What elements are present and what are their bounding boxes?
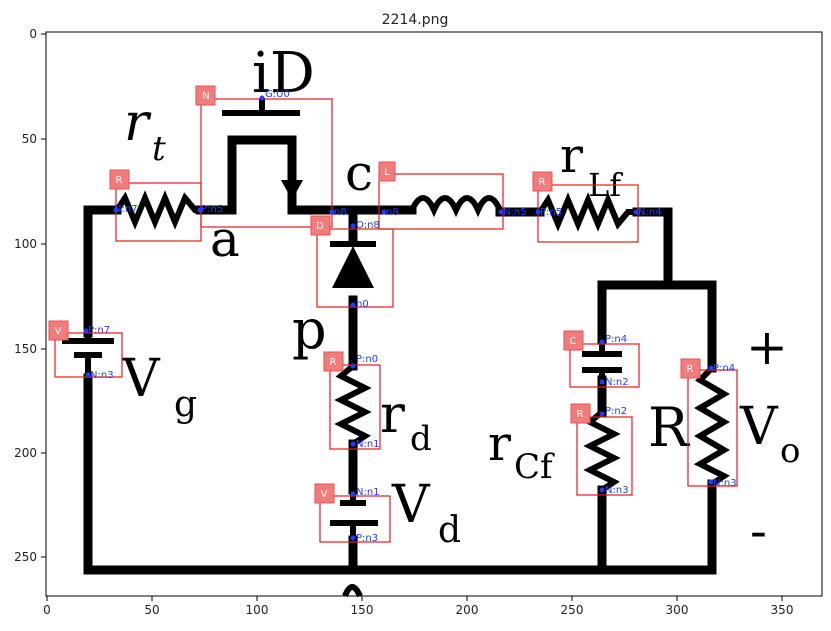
circuit-wires	[83, 135, 717, 575]
pin-label: G:U0	[265, 89, 290, 100]
pin-label: N:n4	[638, 207, 662, 218]
pin-label: N:n3	[605, 485, 629, 496]
pin-label: P:n3	[356, 533, 378, 544]
detection-resistor-rcf: R P:n2 N:n3	[570, 403, 633, 496]
detection-diode: D n8 O:n8 n0	[310, 207, 394, 310]
pin-label: P:n5	[201, 204, 223, 215]
pin-label: N:n3	[713, 478, 737, 489]
figure-title: 2214.png	[382, 12, 449, 28]
label-rlf: r	[560, 128, 583, 184]
resistor-rd-symbol	[334, 363, 372, 447]
resistor-rt-symbol	[114, 190, 200, 230]
y-axis: 0 50 100 150 200 250	[14, 27, 46, 564]
detection-capacitor: C P:n4 N:n2	[563, 330, 640, 388]
detection-type-tag: V	[55, 326, 62, 337]
x-axis: 0 50 100 150 200 250 300 350	[43, 596, 793, 617]
label-vo-sub: o	[780, 431, 800, 471]
label-vo: V	[739, 397, 779, 457]
x-tick-label: 350	[771, 603, 794, 617]
x-tick-label: 250	[561, 603, 584, 617]
detection-inductor: L n8 N:n5	[378, 161, 527, 230]
detection-type-tag: C	[570, 336, 577, 347]
transistor-symbol	[222, 98, 303, 200]
detection-transistor: N G:U0	[195, 85, 333, 228]
pin-label: N:n3	[90, 370, 114, 381]
label-rt: r	[124, 93, 152, 153]
pin-label: O:n8	[356, 220, 380, 231]
detection-resistor-r: R P:n4 N:n3	[680, 358, 738, 489]
detection-resistor-rlf: R P:n5 N:n4	[532, 171, 662, 243]
pin-label: N:n7	[114, 204, 138, 215]
detection-type-tag: R	[687, 364, 694, 375]
detection-resistor-rd: R P:n0 N:n1	[323, 351, 381, 450]
label-rcf-sub: Cf	[514, 447, 555, 487]
label-plus: +	[746, 318, 788, 376]
pin-label: P:n4	[605, 334, 627, 345]
pin-label: n8	[334, 207, 347, 218]
cropped-glyph	[342, 584, 363, 598]
label-vd-sub: d	[438, 510, 461, 551]
label-rcf: r	[488, 416, 511, 472]
pin-label: P:n5	[540, 207, 562, 218]
pin-label: N:n1	[356, 487, 380, 498]
x-tick-label: 300	[666, 603, 689, 617]
pin-label: n8	[386, 207, 399, 218]
y-tick-label: 0	[29, 27, 37, 41]
detection-type-tag: R	[539, 177, 546, 188]
y-tick-label: 250	[14, 550, 37, 564]
label-vd: V	[391, 475, 431, 535]
detection-source-vg: V P:n7 N:n3	[48, 320, 123, 381]
label-c: c	[345, 144, 373, 202]
label-p: p	[292, 298, 327, 361]
label-vg-sub: g	[174, 384, 197, 425]
pin-label: P:n7	[88, 325, 110, 336]
y-tick-label: 150	[14, 342, 37, 356]
pin-label: P:n4	[713, 363, 735, 374]
detection-type-tag: R	[577, 409, 584, 420]
label-id: iD	[252, 41, 315, 106]
label-vg: V	[121, 349, 161, 409]
label-minus: -	[750, 502, 767, 560]
diode-symbol	[330, 241, 376, 288]
pin-label: N:n5	[503, 207, 527, 218]
x-tick-label: 0	[43, 603, 51, 617]
x-tick-label: 200	[456, 603, 479, 617]
pin-label: N:n1	[356, 439, 380, 450]
detection-type-tag: V	[321, 489, 328, 500]
label-rd: r	[380, 385, 405, 445]
detection-source-vd: V N:n1 P:n3	[314, 483, 391, 544]
label-a: a	[210, 210, 240, 268]
resistor-rcf-symbol	[583, 409, 621, 493]
detection-type-tag: D	[316, 221, 324, 232]
x-tick-label: 100	[246, 603, 269, 617]
handwritten-labels: iD r t c r Lf a p V g r d V d r Cf R V o…	[121, 41, 800, 560]
pin-label: n0	[356, 299, 369, 310]
plot-area	[45, 31, 823, 597]
pin-label: N:n2	[605, 377, 629, 388]
inductor-symbol	[409, 195, 503, 218]
pin-label: P:n2	[605, 406, 627, 417]
detection-resistor-rt: R N:n7 P:n5	[109, 169, 223, 242]
y-tick-label: 50	[22, 132, 37, 146]
x-tick-label: 150	[351, 603, 374, 617]
detection-type-tag: N	[202, 91, 209, 102]
resistor-rlf-symbol	[537, 192, 637, 232]
resistor-r-symbol	[693, 365, 730, 487]
pin-label: P:n0	[356, 354, 378, 365]
label-r: R	[648, 396, 690, 459]
capacitor-symbol	[582, 340, 622, 380]
detection-type-tag: L	[384, 167, 390, 178]
y-tick-label: 200	[14, 446, 37, 460]
detection-type-tag: R	[330, 357, 337, 368]
y-tick-label: 100	[14, 237, 37, 251]
x-tick-label: 50	[144, 603, 159, 617]
detection-type-tag: R	[116, 175, 123, 186]
label-rt-sub: t	[152, 129, 166, 169]
label-rd-sub: d	[410, 419, 432, 459]
